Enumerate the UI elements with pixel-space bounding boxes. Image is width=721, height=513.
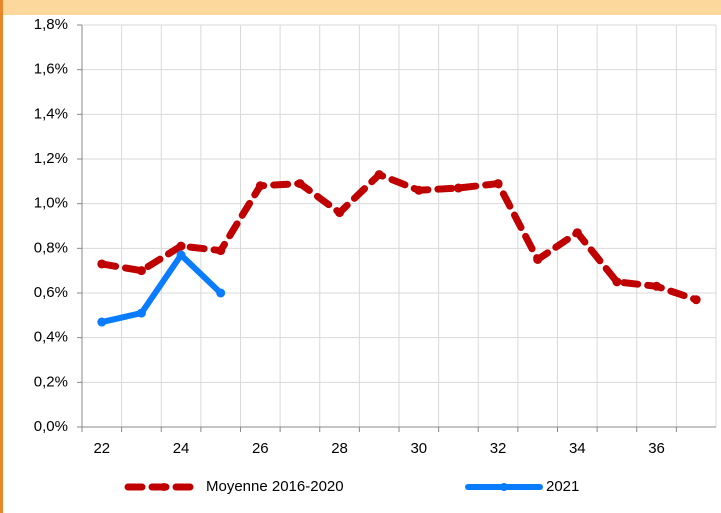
point: [136, 266, 146, 276]
point: [97, 317, 107, 327]
series-line: [98, 252, 224, 326]
point: [612, 277, 622, 287]
point: [691, 295, 701, 305]
point: [136, 308, 146, 318]
point: [533, 255, 543, 264]
x-tick-label: 30: [410, 440, 427, 457]
y-tick-label: 0,2%: [34, 373, 68, 390]
y-tick-label: 1,6%: [34, 61, 68, 78]
point: [216, 246, 226, 256]
x-tick-label: 34: [569, 440, 586, 457]
y-tick-label: 1,4%: [34, 105, 68, 122]
point: [97, 259, 107, 269]
x-tick-label: 22: [93, 440, 110, 457]
point: [493, 179, 503, 189]
point: [652, 281, 662, 291]
x-tick-label: 24: [173, 440, 190, 457]
point: [374, 170, 384, 180]
header-band: [0, 0, 721, 15]
point: [453, 183, 463, 193]
y-tick-label: 0,8%: [34, 239, 68, 256]
point: [176, 250, 186, 260]
legend-label: 2021: [546, 478, 579, 495]
y-tick-label: 1,0%: [34, 195, 68, 212]
point: [176, 241, 186, 251]
point: [216, 288, 226, 298]
y-tick-label: 0,0%: [34, 418, 68, 435]
legend-label: Moyenne 2016-2020: [206, 478, 344, 495]
point: [414, 185, 424, 195]
legend-marker: [500, 483, 508, 491]
y-tick-label: 0,6%: [34, 284, 68, 301]
x-tick-label: 26: [252, 440, 269, 457]
point: [335, 208, 345, 218]
x-tick-label: 36: [648, 440, 665, 457]
series-line: [98, 171, 700, 304]
x-tick-label: 32: [490, 440, 507, 457]
x-tick-label: 28: [331, 440, 348, 457]
left-border: [0, 0, 3, 513]
y-tick-label: 0,4%: [34, 329, 68, 346]
y-tick-label: 1,8%: [34, 16, 68, 33]
point: [255, 181, 265, 191]
legend-marker: [160, 483, 168, 491]
point: [572, 228, 582, 238]
point: [295, 179, 305, 189]
y-tick-label: 1,2%: [34, 150, 68, 167]
